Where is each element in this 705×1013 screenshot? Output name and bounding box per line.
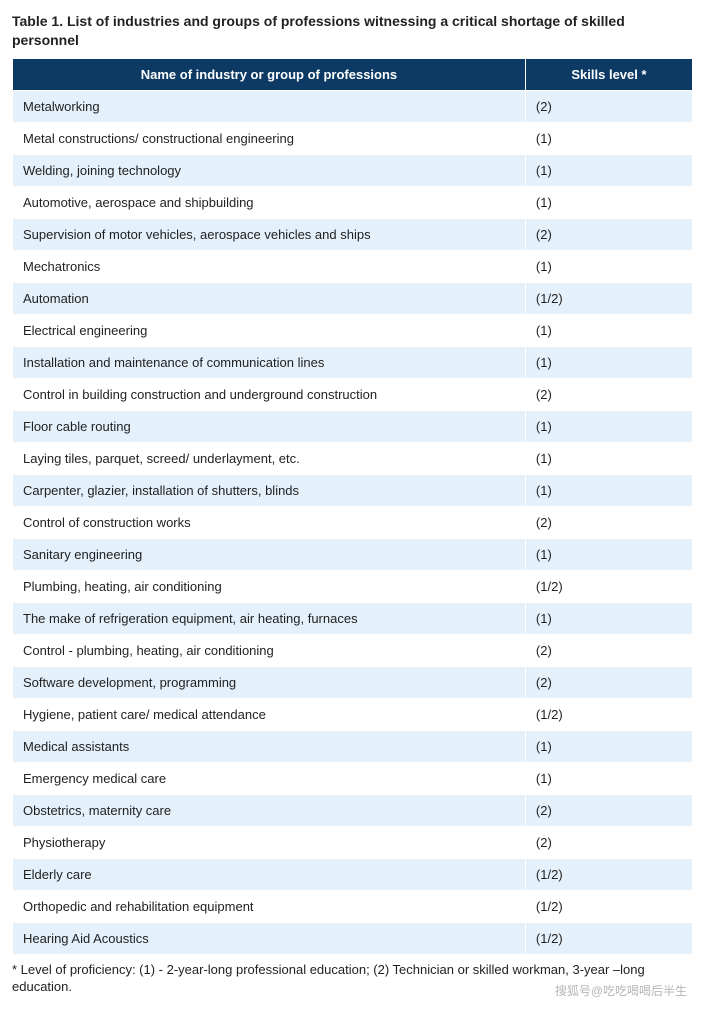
cell-industry-name: Installation and maintenance of communic… (13, 346, 526, 378)
table-row: Supervision of motor vehicles, aerospace… (13, 218, 693, 250)
skills-table: Name of industry or group of professions… (12, 58, 693, 955)
cell-industry-name: Metalworking (13, 90, 526, 122)
table-row: Software development, programming(2) (13, 666, 693, 698)
table-row: Mechatronics(1) (13, 250, 693, 282)
watermark-text: 搜狐号@吃吃喝喝后半生 (12, 982, 693, 999)
cell-skills-level: (1) (525, 122, 692, 154)
cell-skills-level: (1) (525, 762, 692, 794)
cell-skills-level: (1/2) (525, 570, 692, 602)
table-row: Hearing Aid Acoustics(1/2) (13, 922, 693, 954)
cell-industry-name: Emergency medical care (13, 762, 526, 794)
table-row: Metal constructions/ constructional engi… (13, 122, 693, 154)
table-row: Electrical engineering(1) (13, 314, 693, 346)
cell-industry-name: Mechatronics (13, 250, 526, 282)
cell-industry-name: Laying tiles, parquet, screed/ underlaym… (13, 442, 526, 474)
table-row: Control of construction works(2) (13, 506, 693, 538)
cell-skills-level: (1) (525, 314, 692, 346)
cell-industry-name: Software development, programming (13, 666, 526, 698)
table-row: Control - plumbing, heating, air conditi… (13, 634, 693, 666)
cell-skills-level: (1) (525, 250, 692, 282)
table-row: Hygiene, patient care/ medical attendanc… (13, 698, 693, 730)
cell-industry-name: Hearing Aid Acoustics (13, 922, 526, 954)
cell-skills-level: (1/2) (525, 890, 692, 922)
table-row: Emergency medical care(1) (13, 762, 693, 794)
table-row: Obstetrics, maternity care(2) (13, 794, 693, 826)
cell-industry-name: Obstetrics, maternity care (13, 794, 526, 826)
cell-skills-level: (1) (525, 154, 692, 186)
table-row: The make of refrigeration equipment, air… (13, 602, 693, 634)
cell-skills-level: (1/2) (525, 922, 692, 954)
cell-industry-name: Floor cable routing (13, 410, 526, 442)
column-header-name: Name of industry or group of professions (13, 58, 526, 90)
cell-skills-level: (1) (525, 186, 692, 218)
cell-industry-name: The make of refrigeration equipment, air… (13, 602, 526, 634)
cell-industry-name: Electrical engineering (13, 314, 526, 346)
cell-industry-name: Sanitary engineering (13, 538, 526, 570)
cell-industry-name: Medical assistants (13, 730, 526, 762)
table-row: Carpenter, glazier, installation of shut… (13, 474, 693, 506)
cell-skills-level: (2) (525, 378, 692, 410)
cell-skills-level: (2) (525, 218, 692, 250)
table-row: Automotive, aerospace and shipbuilding(1… (13, 186, 693, 218)
table-row: Laying tiles, parquet, screed/ underlaym… (13, 442, 693, 474)
cell-industry-name: Control in building construction and und… (13, 378, 526, 410)
cell-industry-name: Control - plumbing, heating, air conditi… (13, 634, 526, 666)
table-row: Orthopedic and rehabilitation equipment(… (13, 890, 693, 922)
cell-industry-name: Welding, joining technology (13, 154, 526, 186)
table-row: Floor cable routing(1) (13, 410, 693, 442)
cell-industry-name: Hygiene, patient care/ medical attendanc… (13, 698, 526, 730)
cell-skills-level: (2) (525, 90, 692, 122)
cell-skills-level: (1) (525, 730, 692, 762)
cell-industry-name: Physiotherapy (13, 826, 526, 858)
cell-skills-level: (1) (525, 474, 692, 506)
table-row: Automation(1/2) (13, 282, 693, 314)
cell-industry-name: Carpenter, glazier, installation of shut… (13, 474, 526, 506)
cell-industry-name: Orthopedic and rehabilitation equipment (13, 890, 526, 922)
table-row: Medical assistants(1) (13, 730, 693, 762)
table-title: Table 1. List of industries and groups o… (12, 12, 693, 50)
cell-skills-level: (1/2) (525, 858, 692, 890)
column-header-level: Skills level * (525, 58, 692, 90)
cell-skills-level: (2) (525, 666, 692, 698)
table-row: Control in building construction and und… (13, 378, 693, 410)
cell-skills-level: (2) (525, 634, 692, 666)
cell-skills-level: (2) (525, 794, 692, 826)
table-row: Sanitary engineering(1) (13, 538, 693, 570)
cell-industry-name: Plumbing, heating, air conditioning (13, 570, 526, 602)
cell-industry-name: Supervision of motor vehicles, aerospace… (13, 218, 526, 250)
cell-industry-name: Automotive, aerospace and shipbuilding (13, 186, 526, 218)
cell-skills-level: (2) (525, 506, 692, 538)
cell-skills-level: (1) (525, 346, 692, 378)
cell-industry-name: Elderly care (13, 858, 526, 890)
cell-industry-name: Control of construction works (13, 506, 526, 538)
cell-skills-level: (1) (525, 442, 692, 474)
table-row: Welding, joining technology(1) (13, 154, 693, 186)
cell-skills-level: (1/2) (525, 698, 692, 730)
cell-industry-name: Automation (13, 282, 526, 314)
cell-skills-level: (2) (525, 826, 692, 858)
table-header-row: Name of industry or group of professions… (13, 58, 693, 90)
table-row: Elderly care(1/2) (13, 858, 693, 890)
cell-skills-level: (1) (525, 538, 692, 570)
cell-industry-name: Metal constructions/ constructional engi… (13, 122, 526, 154)
table-row: Physiotherapy(2) (13, 826, 693, 858)
table-row: Installation and maintenance of communic… (13, 346, 693, 378)
table-row: Plumbing, heating, air conditioning(1/2) (13, 570, 693, 602)
cell-skills-level: (1) (525, 410, 692, 442)
cell-skills-level: (1) (525, 602, 692, 634)
cell-skills-level: (1/2) (525, 282, 692, 314)
table-row: Metalworking(2) (13, 90, 693, 122)
